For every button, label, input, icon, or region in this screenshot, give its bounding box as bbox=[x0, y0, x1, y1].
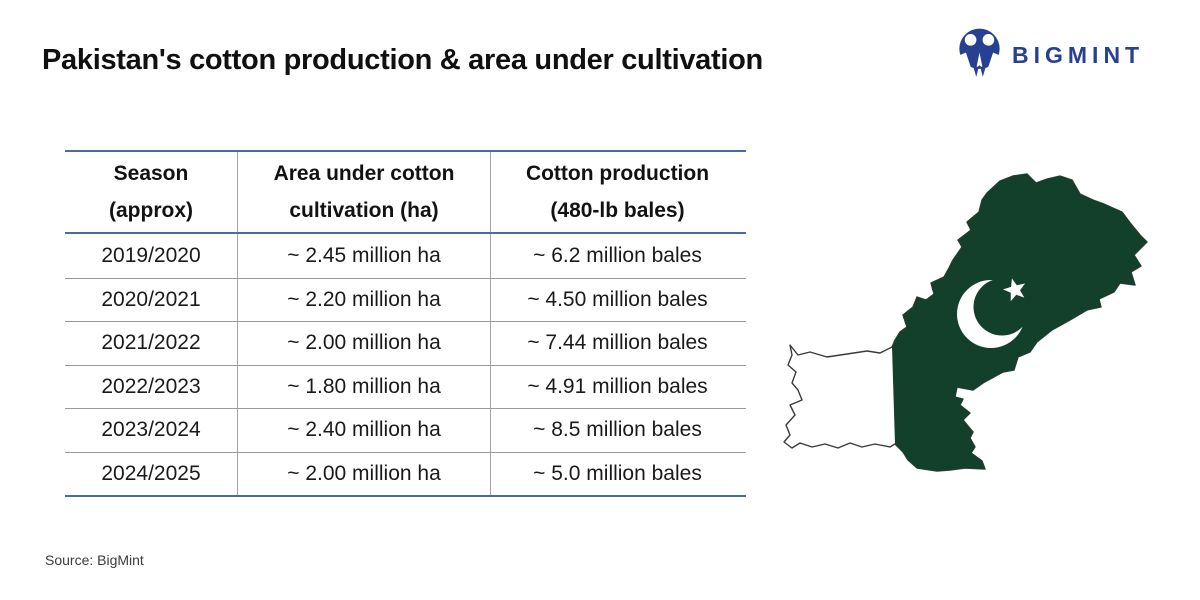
cell-season: 2022/2023 bbox=[101, 374, 201, 398]
cell-area: ~ 2.20 million ha bbox=[237, 278, 490, 321]
table-header-row: Season (approx) Area under cotton cultiv… bbox=[65, 152, 746, 234]
bigmint-logo-icon bbox=[959, 28, 1000, 77]
table-row: 2022/2023 ~ 1.80 million ha ~ 4.91 million… bbox=[65, 364, 746, 408]
source-note: Source: BigMint bbox=[45, 552, 144, 568]
cotton-data-table: Season (approx) Area under cotton cultiv… bbox=[65, 150, 746, 497]
column-header-season: Season (approx) bbox=[109, 162, 193, 222]
cell-production: ~ 6.2 million bales bbox=[490, 234, 744, 278]
cell-production: ~ 5.0 million bales bbox=[490, 452, 744, 495]
table-body: 2019/2020 ~ 2.45 million ha ~ 6.2 million … bbox=[65, 234, 746, 495]
cell-season: 2021/2022 bbox=[101, 331, 201, 355]
bigmint-logo: BIGMINT bbox=[957, 27, 1144, 78]
column-header-production: Cotton production (480-lb bales) bbox=[490, 152, 744, 232]
cell-area: ~ 2.00 million ha bbox=[237, 452, 490, 495]
page-title: Pakistan's cotton production & area unde… bbox=[42, 44, 763, 76]
table-row: 2019/2020 ~ 2.45 million ha ~ 6.2 million … bbox=[65, 234, 746, 278]
cell-area: ~ 2.45 million ha bbox=[237, 234, 490, 278]
cell-season: 2023/2024 bbox=[101, 418, 201, 442]
table-row: 2021/2022 ~ 2.00 million ha ~ 7.44 million… bbox=[65, 321, 746, 365]
column-header-area: Area under cotton cultivation (ha) bbox=[237, 152, 490, 232]
cell-season: 2024/2025 bbox=[101, 461, 201, 485]
cell-season: 2019/2020 bbox=[101, 243, 201, 267]
table-row: 2020/2021 ~ 2.20 million ha ~ 4.50 million… bbox=[65, 277, 746, 321]
cell-production: ~ 4.91 million bales bbox=[490, 365, 744, 408]
cell-area: ~ 2.00 million ha bbox=[237, 322, 490, 365]
bigmint-wordmark: BIGMINT bbox=[1012, 42, 1145, 68]
table-row: 2024/2025 ~ 2.00 million ha ~ 5.0 million … bbox=[65, 451, 746, 495]
cell-season: 2020/2021 bbox=[101, 287, 201, 311]
cell-production: ~ 7.44 million bales bbox=[490, 322, 744, 365]
star-icon bbox=[1003, 278, 1026, 302]
cell-production: ~ 4.50 million bales bbox=[490, 278, 744, 321]
cell-area: ~ 1.80 million ha bbox=[237, 365, 490, 408]
pakistan-map bbox=[783, 173, 1148, 472]
table-row: 2023/2024 ~ 2.40 million ha ~ 8.5 million … bbox=[65, 408, 746, 452]
cell-area: ~ 2.40 million ha bbox=[237, 409, 490, 452]
cell-production: ~ 8.5 million bales bbox=[490, 409, 744, 452]
